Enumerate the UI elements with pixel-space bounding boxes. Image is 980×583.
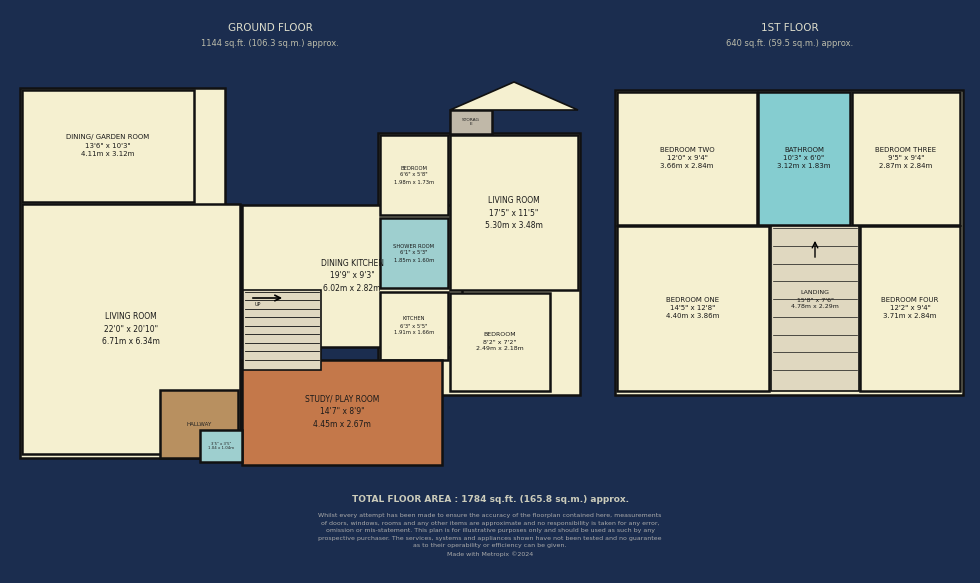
Bar (378, 133, 580, 395)
Bar (617, 226, 769, 391)
Polygon shape (450, 82, 578, 110)
Text: BEDROOM TWO
12'0" x 9'4"
3.66m x 2.84m: BEDROOM TWO 12'0" x 9'4" 3.66m x 2.84m (660, 146, 714, 170)
Text: HALLWAY: HALLWAY (186, 422, 212, 427)
Bar (771, 226, 859, 391)
Text: 3'5" x 3'5"
1.04 x 1.04m: 3'5" x 3'5" 1.04 x 1.04m (208, 442, 234, 450)
Bar (22, 204, 240, 454)
Bar (617, 92, 757, 225)
Text: STORAG
E: STORAG E (462, 118, 480, 127)
Bar (243, 290, 321, 370)
Text: STUDY/ PLAY ROOM
14'7" x 8'9"
4.45m x 2.67m: STUDY/ PLAY ROOM 14'7" x 8'9" 4.45m x 2.… (305, 395, 379, 429)
Text: 1144 sq.ft. (106.3 sq.m.) approx.: 1144 sq.ft. (106.3 sq.m.) approx. (201, 38, 339, 47)
Bar (860, 226, 960, 391)
Bar (380, 135, 448, 215)
Text: BEDROOM
6'6" x 5'8"
1.98m x 1.73m: BEDROOM 6'6" x 5'8" 1.98m x 1.73m (394, 166, 434, 184)
Text: LIVING ROOM
17'5" x 11'5"
5.30m x 3.48m: LIVING ROOM 17'5" x 11'5" 5.30m x 3.48m (485, 196, 543, 230)
Bar (450, 110, 492, 134)
Bar (380, 292, 448, 360)
Text: KITCHEN
6'3" x 5'5"
1.91m x 1.66m: KITCHEN 6'3" x 5'5" 1.91m x 1.66m (394, 317, 434, 335)
Text: DINING KITCHEN
19'9" x 9'3"
6.02m x 2.82m: DINING KITCHEN 19'9" x 9'3" 6.02m x 2.82… (320, 259, 383, 293)
Text: 640 sq.ft. (59.5 sq.m.) approx.: 640 sq.ft. (59.5 sq.m.) approx. (726, 38, 854, 47)
Bar (200, 430, 242, 462)
Bar (615, 90, 963, 395)
Text: 1ST FLOOR: 1ST FLOOR (761, 23, 819, 33)
Bar (758, 92, 850, 225)
Text: UP: UP (255, 302, 262, 307)
Text: SHOWER ROOM
6'1" x 5'3"
1.85m x 1.60m: SHOWER ROOM 6'1" x 5'3" 1.85m x 1.60m (393, 244, 434, 262)
Bar (852, 92, 960, 225)
Text: BEDROOM THREE
9'5" x 9'4"
2.87m x 2.84m: BEDROOM THREE 9'5" x 9'4" 2.87m x 2.84m (875, 146, 937, 170)
Bar (242, 360, 442, 465)
Bar (380, 218, 448, 288)
Bar (22, 90, 194, 202)
Text: LANDING
15'8" x 7'6"
4.78m x 2.29m: LANDING 15'8" x 7'6" 4.78m x 2.29m (791, 290, 839, 310)
Text: BEDROOM FOUR
12'2" x 9'4"
3.71m x 2.84m: BEDROOM FOUR 12'2" x 9'4" 3.71m x 2.84m (881, 297, 939, 319)
Text: LIVING ROOM
22'0" x 20'10"
6.71m x 6.34m: LIVING ROOM 22'0" x 20'10" 6.71m x 6.34m (102, 312, 160, 346)
Bar (450, 293, 550, 391)
Bar (450, 135, 578, 290)
Text: BEDROOM
8'2" x 7'2"
2.49m x 2.18m: BEDROOM 8'2" x 7'2" 2.49m x 2.18m (476, 332, 524, 352)
Bar (242, 205, 462, 347)
Bar (20, 88, 225, 458)
Text: GROUND FLOOR: GROUND FLOOR (227, 23, 313, 33)
Text: DINING/ GARDEN ROOM
13'6" x 10'3"
4.11m x 3.12m: DINING/ GARDEN ROOM 13'6" x 10'3" 4.11m … (67, 135, 150, 157)
Text: Whilst every attempt has been made to ensure the accuracy of the floorplan conta: Whilst every attempt has been made to en… (318, 514, 662, 557)
Text: BATHROOM
10'3" x 6'0"
3.12m x 1.83m: BATHROOM 10'3" x 6'0" 3.12m x 1.83m (777, 146, 831, 170)
Text: TOTAL FLOOR AREA : 1784 sq.ft. (165.8 sq.m.) approx.: TOTAL FLOOR AREA : 1784 sq.ft. (165.8 sq… (352, 496, 628, 504)
Text: BEDROOM ONE
14'5" x 12'8"
4.40m x 3.86m: BEDROOM ONE 14'5" x 12'8" 4.40m x 3.86m (666, 297, 719, 319)
Bar (160, 390, 238, 458)
